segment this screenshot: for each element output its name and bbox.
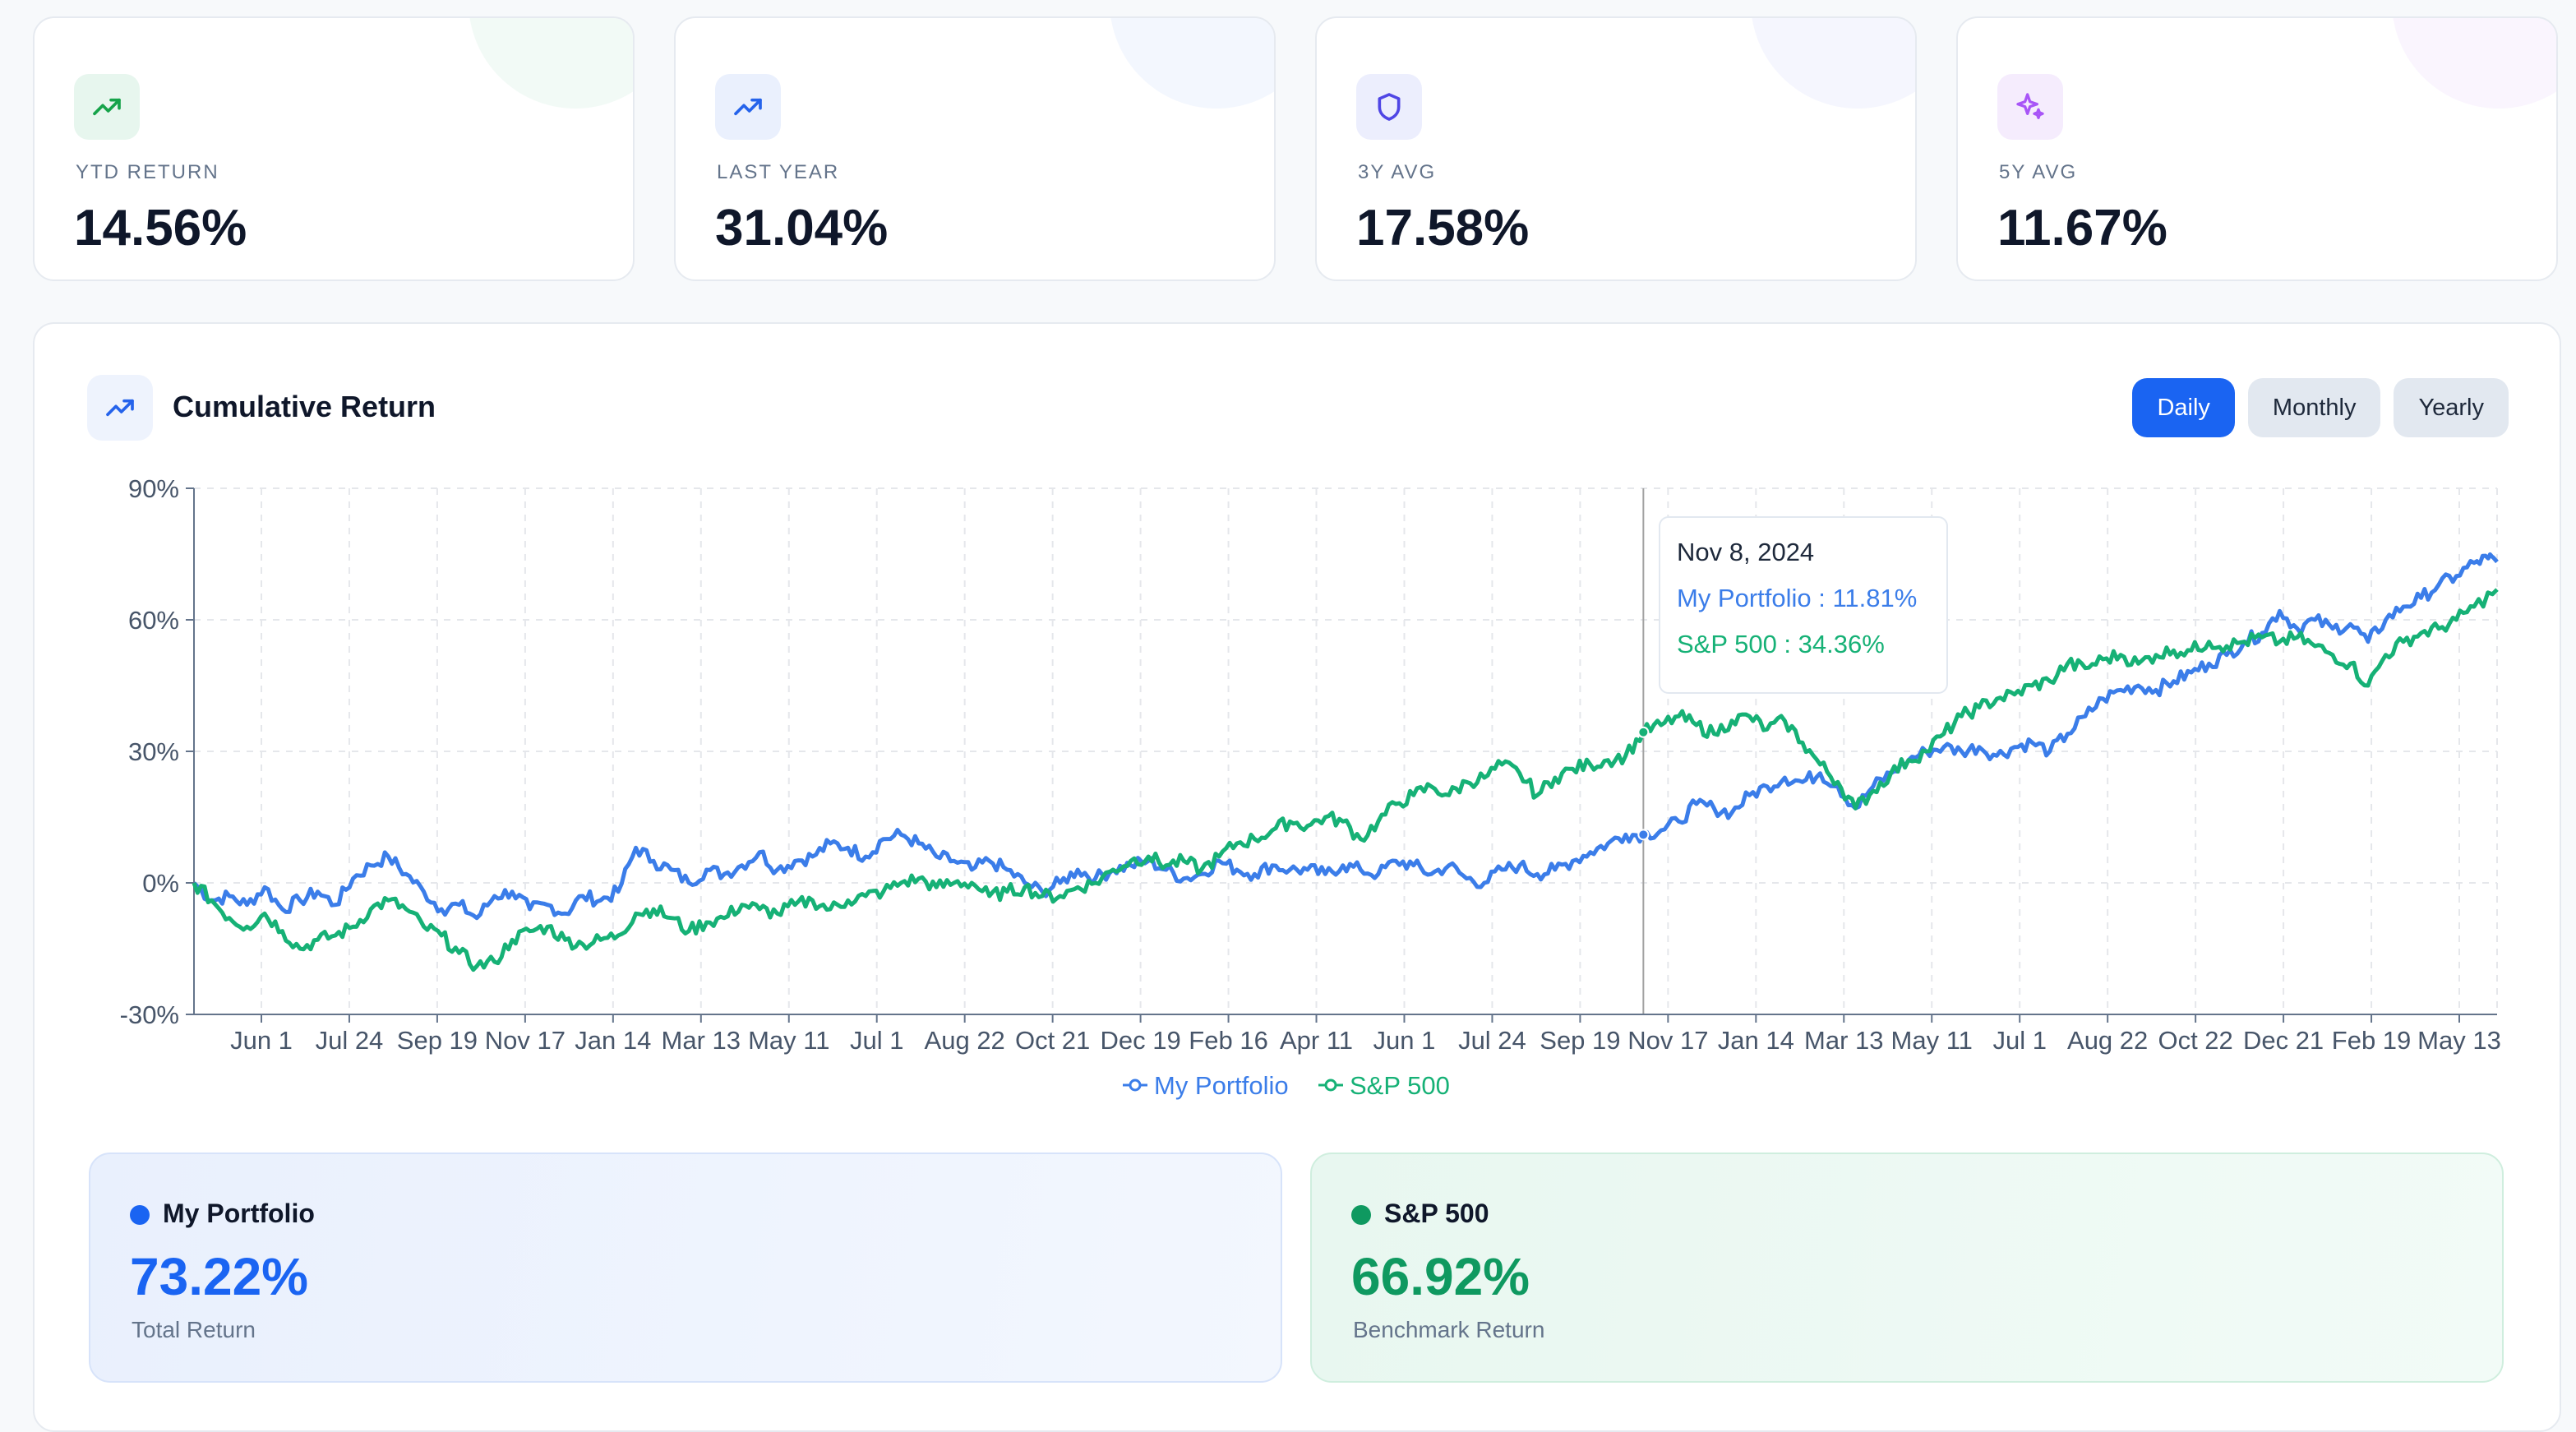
portfolio-summary-card: My Portfolio 73.22% Total Return <box>89 1153 1282 1383</box>
chart-panel-header: Cumulative Return Daily Monthly Yearly <box>33 322 2561 1416</box>
x-tick-label: Jul 24 <box>1458 1026 1526 1055</box>
y-tick-label: 30% <box>128 737 179 766</box>
x-tick-label: Feb 19 <box>2332 1026 2412 1055</box>
toggle-yearly-button[interactable]: Yearly <box>2394 378 2509 437</box>
tooltip-date: Nov 8, 2024 <box>1677 538 1815 566</box>
summary-name: My Portfolio <box>163 1199 315 1228</box>
y-tick-label: 0% <box>142 869 179 898</box>
x-tick-label: Sep 19 <box>397 1026 478 1055</box>
hover-point-portfolio <box>1637 829 1650 841</box>
x-tick-label: Jul 1 <box>1992 1026 2046 1055</box>
toggle-monthly-button[interactable]: Monthly <box>2247 378 2381 437</box>
benchmark-summary-card: S&P 500 66.92% Benchmark Return <box>1310 1153 2504 1383</box>
x-tick-label: Oct 21 <box>1015 1026 1090 1055</box>
stat-label: YTD RETURN <box>76 161 219 183</box>
y-tick-label: 90% <box>128 474 179 503</box>
x-tick-label: Dec 21 <box>2243 1026 2324 1055</box>
x-tick-label: Oct 22 <box>2158 1026 2232 1055</box>
shield-icon <box>1356 74 1422 140</box>
period-toggle-group: Daily Monthly Yearly <box>2132 378 2509 437</box>
chart-series <box>192 552 2499 972</box>
series-line-benchmark <box>192 588 2499 972</box>
trending-up-icon <box>87 375 153 441</box>
x-tick-label: Aug 22 <box>2067 1026 2148 1055</box>
x-tick-label: May 11 <box>748 1026 829 1055</box>
benchmark-dot <box>1351 1205 1371 1225</box>
x-tick-label: Sep 19 <box>1540 1026 1620 1055</box>
x-tick-label: Jan 14 <box>575 1026 651 1055</box>
stat-value: 14.56% <box>74 200 247 256</box>
x-tick-label: Mar 13 <box>662 1026 741 1055</box>
x-tick-label: May 13 <box>2417 1026 2501 1055</box>
cumulative-return-chart[interactable]: 90%60%30%0%-30%Jun 1 Jul 24 Sep 19 Nov 17 Ja… <box>0 0 2576 1151</box>
chart-axes: 90%60%30%0%-30%Jun 1 Jul 24 Sep 19 Nov 17 Ja… <box>120 474 2501 1055</box>
x-tick-label: Jul 24 <box>316 1026 384 1055</box>
y-tick-label: -30% <box>120 1000 179 1029</box>
x-tick-label: Dec 19 <box>1100 1026 1180 1055</box>
summary-caption: Total Return <box>132 1317 256 1342</box>
stat-label: 5Y AVG <box>1999 161 2078 183</box>
stat-card-last-year: LAST YEAR 31.04% <box>674 16 1276 281</box>
summary-caption: Benchmark Return <box>1353 1317 1545 1342</box>
x-tick-label: Nov 17 <box>485 1026 566 1055</box>
sparkles-icon <box>1997 74 2063 140</box>
legend-item-portfolio[interactable]: My Portfolio <box>1123 1071 1289 1100</box>
stat-card-ytd: YTD RETURN 14.56% <box>33 16 635 281</box>
stat-label: 3Y AVG <box>1358 161 1437 183</box>
summary-name: S&P 500 <box>1384 1199 1489 1228</box>
stat-value: 17.58% <box>1356 200 1530 256</box>
stat-label: LAST YEAR <box>717 161 840 183</box>
chart-title: Cumulative Return <box>173 390 436 423</box>
legend-swatch-dot <box>1129 1079 1142 1092</box>
chart-grid <box>194 487 2498 1015</box>
stat-value: 11.67% <box>1997 200 2167 256</box>
portfolio-dot <box>130 1205 150 1225</box>
x-tick-label: Jun 1 <box>230 1026 293 1055</box>
trending-up-icon <box>74 74 140 140</box>
toggle-daily-button[interactable]: Daily <box>2132 378 2235 437</box>
stat-card-5y-avg: 5Y AVG 11.67% <box>1956 16 2558 281</box>
x-tick-label: May 11 <box>1891 1026 1973 1055</box>
x-tick-label: Jul 1 <box>850 1026 903 1055</box>
hover-point-benchmark <box>1637 726 1650 738</box>
legend-label: S&P 500 <box>1350 1071 1450 1100</box>
x-tick-label: Nov 17 <box>1627 1026 1708 1055</box>
summary-value: 66.92% <box>1351 1247 1530 1306</box>
x-tick-label: Aug 22 <box>925 1026 1005 1055</box>
chart-legend[interactable]: My Portfolio S&P 500 <box>1123 1071 1450 1100</box>
legend-swatch-dot <box>1324 1079 1337 1092</box>
stat-card-3y-avg: 3Y AVG 17.58% <box>1315 16 1917 281</box>
x-tick-label: Feb 16 <box>1189 1026 1268 1055</box>
tooltip-portfolio: My Portfolio : 11.81% <box>1677 584 1918 612</box>
legend-label: My Portfolio <box>1154 1071 1289 1100</box>
chart-tooltip: Nov 8, 2024 My Portfolio : 11.81% S&P 50… <box>1659 516 1948 694</box>
x-tick-label: Apr 11 <box>1280 1026 1353 1055</box>
x-tick-label: Mar 13 <box>1804 1026 1883 1055</box>
summary-value: 73.22% <box>130 1247 309 1306</box>
legend-item-benchmark[interactable]: S&P 500 <box>1318 1071 1450 1100</box>
tooltip-benchmark: S&P 500 : 34.36% <box>1677 630 1885 658</box>
trending-up-icon <box>715 74 781 140</box>
x-tick-label: Jan 14 <box>1718 1026 1794 1055</box>
x-tick-label: Jun 1 <box>1373 1026 1436 1055</box>
y-tick-label: 60% <box>128 606 179 635</box>
series-line-portfolio <box>192 552 2499 921</box>
stat-value: 31.04% <box>715 200 889 256</box>
